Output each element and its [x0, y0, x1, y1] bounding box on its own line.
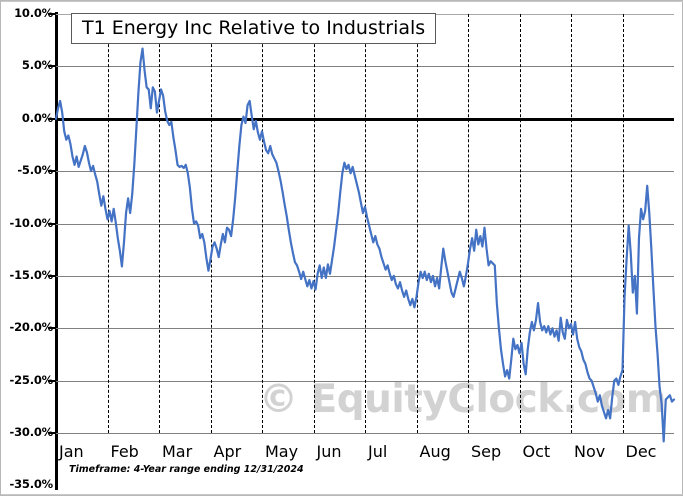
chart-title: T1 Energy Inc Relative to Industrials	[71, 13, 437, 44]
y-tick-label: -5.0%	[17, 163, 53, 178]
month-divider	[365, 14, 366, 433]
plot-area	[54, 14, 676, 443]
y-tick-mark	[48, 117, 56, 120]
series-path	[54, 47, 676, 443]
chart-footnote: Timeframe: 4-Year range ending 12/31/202…	[69, 464, 304, 475]
y-tick-mark	[48, 379, 56, 382]
series-line-chart	[54, 47, 676, 443]
month-divider	[622, 14, 624, 433]
y-tick-label: -15.0%	[9, 267, 54, 282]
month-divider	[468, 14, 469, 433]
y-tick-mark	[48, 170, 56, 173]
y-tick-label: -20.0%	[9, 320, 54, 335]
y-tick-label: -30.0%	[9, 425, 54, 439]
month-divider	[416, 14, 418, 433]
y-tick-label: 0.0%	[21, 110, 53, 125]
x-tick-label: Apr	[213, 442, 242, 461]
y-tick-mark	[48, 432, 56, 434]
y-tick-mark	[48, 327, 56, 330]
y-tick-label: 5.0%	[21, 58, 53, 73]
y-tick-label: 10.0%	[14, 6, 53, 20]
y-tick-label: -10.0%	[9, 215, 54, 230]
x-tick-label: Sep	[471, 442, 502, 461]
y-tick-label: -25.0%	[9, 372, 54, 387]
x-tick-label: Aug	[419, 442, 451, 461]
month-divider	[313, 14, 315, 433]
x-tick-label: Jul	[368, 442, 388, 461]
y-tick-mark	[48, 222, 56, 225]
x-tick-label: Oct	[522, 442, 551, 461]
x-tick-label: Jan	[59, 442, 84, 461]
gridline	[56, 433, 674, 434]
y-tick-mark	[48, 65, 56, 68]
y-tick-label: -35.0%	[9, 477, 54, 492]
y-tick-mark	[48, 274, 56, 277]
month-divider	[107, 14, 109, 433]
x-tick-label: Dec	[625, 442, 657, 461]
y-axis-spine	[55, 12, 58, 490]
x-tick-label: Mar	[162, 442, 193, 461]
figure-border-top	[1, 1, 683, 2]
y-tick-mark	[48, 13, 56, 15]
month-dividers	[56, 14, 674, 433]
month-divider	[519, 14, 521, 433]
x-tick-label: May	[265, 442, 299, 461]
x-tick-label: Nov	[574, 442, 606, 461]
month-divider	[262, 14, 263, 433]
x-tick-label: Feb	[110, 442, 139, 461]
month-divider	[159, 14, 160, 433]
month-divider	[210, 14, 212, 433]
figure-border-bottom	[1, 494, 683, 495]
month-divider	[571, 14, 572, 433]
x-tick-label: Jun	[316, 442, 342, 461]
